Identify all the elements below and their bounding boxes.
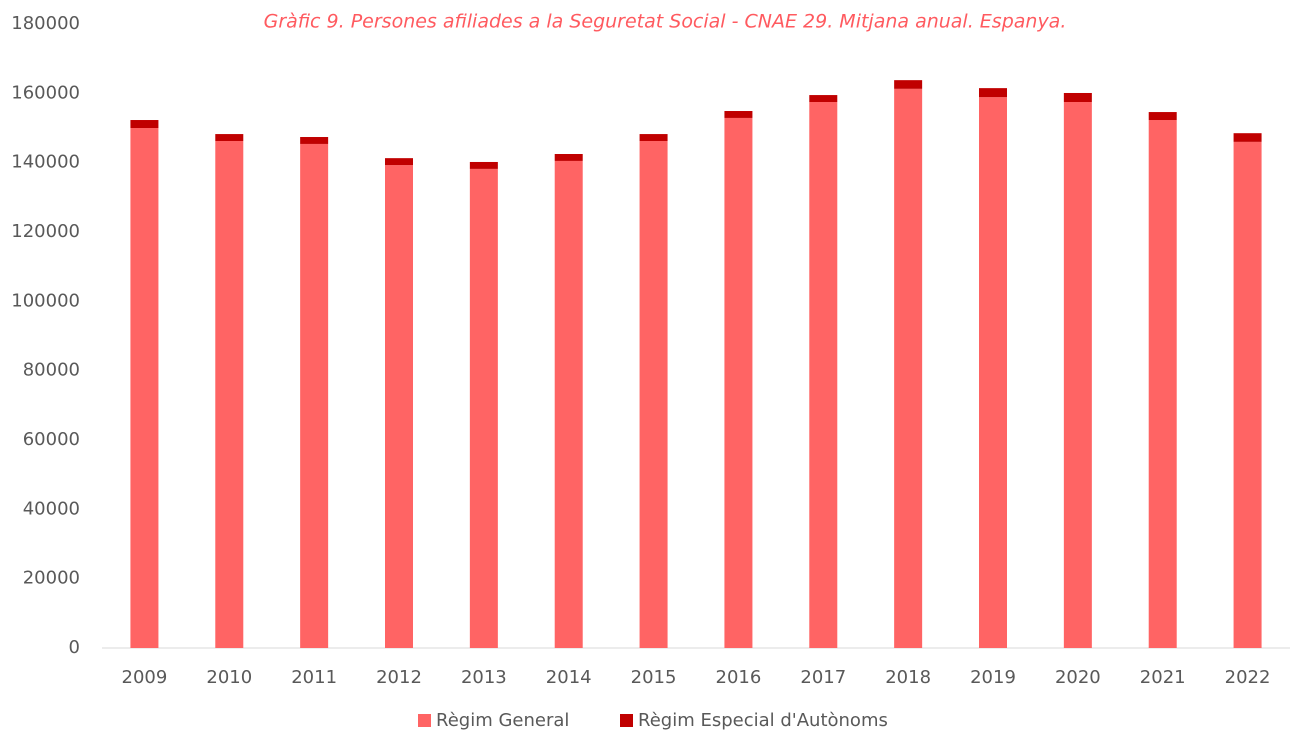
x-tick-label: 2021 [1140,667,1186,688]
bar-segment [469,161,498,169]
y-tick-label: 80000 [23,360,80,381]
y-tick-label: 160000 [11,82,80,103]
x-tick-label: 2018 [885,667,931,688]
bar-segment [300,137,329,144]
bar-segment [724,111,753,118]
bar-segment [469,168,498,648]
y-tick-label: 120000 [11,221,80,242]
bar-segment [724,117,753,649]
x-tick-label: 2020 [1055,667,1101,688]
legend-swatch [418,714,431,727]
bar-segment [639,134,668,141]
x-tick-label: 2016 [716,667,762,688]
y-tick-label: 20000 [23,568,80,589]
y-tick-label: 60000 [23,429,80,450]
bar-segment [215,134,244,141]
x-tick-label: 2017 [800,667,846,688]
y-tick-label: 140000 [11,152,80,173]
bar-segment [639,141,668,648]
bar-segment [894,88,923,649]
bar-segment [1148,112,1177,121]
bar-segment [979,97,1007,648]
bar-segment [809,102,838,648]
bar-segment [130,128,159,648]
bar-segment [1233,133,1262,142]
bar-segment [300,143,329,649]
bar-segment [554,154,583,161]
bar-segment [215,141,244,648]
y-tick-label: 40000 [23,498,80,519]
y-tick-label: 0 [69,637,80,658]
x-tick-label: 2015 [631,667,677,688]
bar-segment [1148,120,1177,648]
x-tick-label: 2014 [546,667,592,688]
x-tick-label: 2013 [461,667,507,688]
bar-segment [979,88,1007,98]
x-tick-label: 2011 [291,667,337,688]
bar-segment [1063,92,1092,102]
bar-segment [554,160,583,648]
legend-label: Règim General [436,710,569,731]
chart-title: Gràfic 9. Persones afiliades a la Segure… [264,11,1067,33]
bar-segment [385,165,413,649]
bar-segment [894,80,923,89]
x-tick-label: 2022 [1225,667,1271,688]
bar-segment [809,95,838,102]
bar-segment [385,158,413,166]
y-tick-label: 100000 [11,290,80,311]
bar-segment [130,120,159,128]
x-tick-label: 2012 [376,667,422,688]
legend-label: Règim Especial d'Autònoms [638,710,888,731]
legend-swatch [620,714,633,727]
bar-segment [1063,102,1092,648]
x-tick-label: 2010 [206,667,252,688]
bar-segment [1233,141,1262,648]
x-tick-label: 2009 [122,667,168,688]
y-tick-label: 180000 [11,13,80,34]
x-tick-label: 2019 [970,667,1016,688]
